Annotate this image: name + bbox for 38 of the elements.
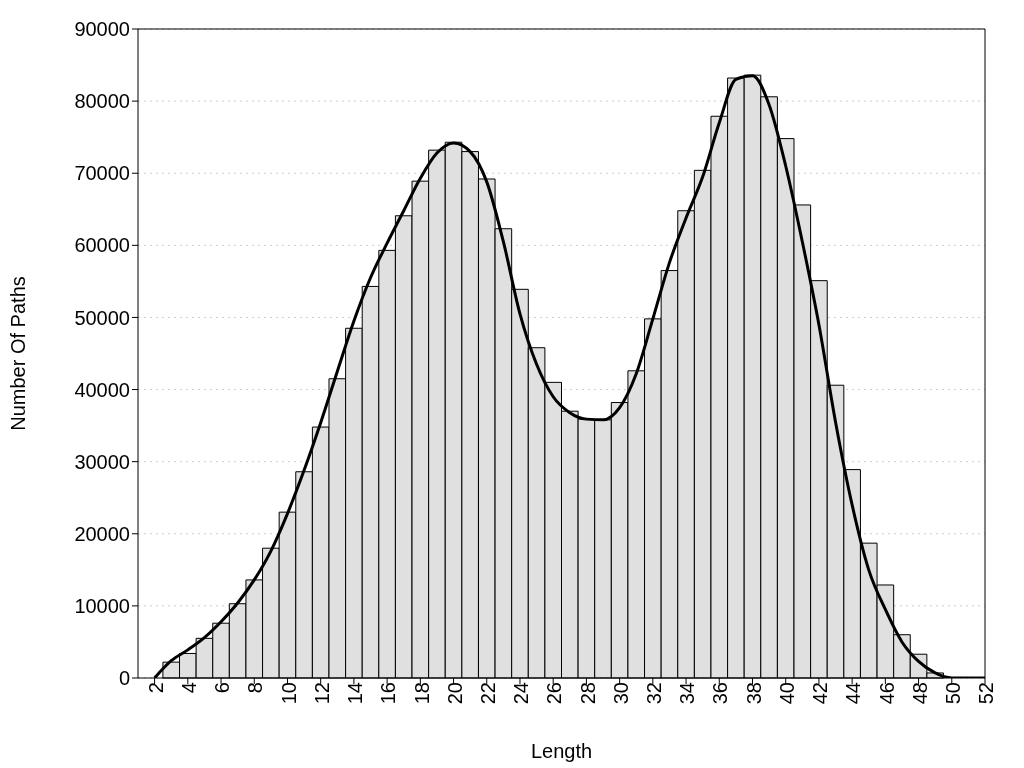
x-tick-label: 32: [643, 682, 666, 705]
x-tick-label: 44: [842, 682, 865, 705]
y-tick-label: 50000: [74, 306, 130, 329]
x-tick-label: 2: [144, 682, 167, 694]
x-tick-label: 34: [676, 682, 699, 705]
x-tick-label: 36: [709, 682, 732, 705]
x-tick-label: 12: [310, 682, 333, 705]
y-tick-label: 80000: [74, 90, 130, 113]
x-tick-label: 14: [344, 682, 367, 705]
x-tick-label: 10: [277, 682, 300, 705]
x-tick-label: 4: [178, 682, 201, 694]
x-tick-label: 22: [476, 682, 499, 705]
y-tick-label: 60000: [74, 234, 130, 257]
x-tick-label: 46: [875, 682, 898, 705]
x-tick-label: 24: [510, 682, 533, 705]
x-tick-label: 18: [410, 682, 433, 705]
y-tick-label: 90000: [74, 18, 130, 41]
y-tick-label: 0: [118, 667, 130, 690]
x-tick-label: 38: [742, 682, 765, 705]
x-tick-label: 28: [576, 682, 599, 705]
y-axis-title: Number Of Paths: [7, 276, 30, 431]
x-tick-label: 20: [443, 682, 466, 705]
y-tick-label: 10000: [74, 594, 130, 617]
y-tick-label: 20000: [74, 522, 130, 545]
x-tick-label: 16: [377, 682, 400, 705]
y-tick-label: 30000: [74, 450, 130, 473]
x-tick-label: 8: [244, 682, 267, 694]
x-axis-title: Length: [530, 740, 593, 762]
x-tick-label: 30: [609, 682, 632, 705]
x-tick-label: 6: [211, 682, 234, 694]
x-tick-label: 48: [908, 682, 931, 705]
x-tick-label: 40: [775, 682, 798, 705]
y-tick-label: 70000: [74, 162, 130, 185]
x-tick-label: 52: [975, 682, 998, 705]
y-tick-label: 40000: [74, 378, 130, 401]
x-tick-label: 42: [809, 682, 832, 705]
x-tick-label: 26: [543, 682, 566, 705]
x-tick-label: 50: [941, 682, 964, 705]
